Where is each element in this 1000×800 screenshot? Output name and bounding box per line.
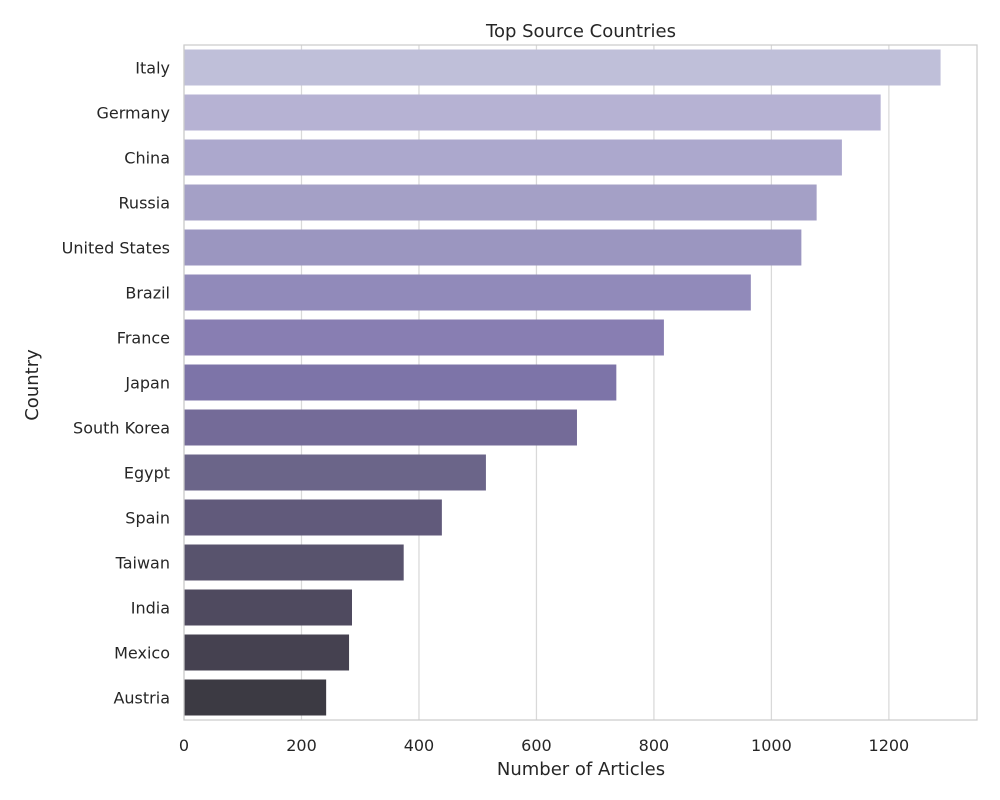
x-tick-label: 200 bbox=[286, 736, 317, 755]
y-tick-labels: Italy Germany China Russia United States Braz… bbox=[62, 59, 170, 708]
bar bbox=[184, 94, 881, 131]
y-tick-label: Brazil bbox=[125, 284, 170, 303]
x-tick-label: 800 bbox=[639, 736, 670, 755]
x-tick-labels: 0 200 400 600 800 1000 1200 bbox=[179, 736, 909, 755]
x-tick-label: 1200 bbox=[869, 736, 910, 755]
bar bbox=[184, 544, 404, 581]
y-tick-label: South Korea bbox=[73, 419, 170, 438]
y-tick-label: France bbox=[117, 329, 170, 348]
bar bbox=[184, 274, 751, 311]
bar bbox=[184, 364, 617, 401]
bar bbox=[184, 49, 941, 86]
y-tick-label: Egypt bbox=[124, 464, 170, 483]
y-tick-label: United States bbox=[62, 239, 170, 258]
bar bbox=[184, 229, 802, 266]
y-tick-label: China bbox=[124, 149, 170, 168]
y-axis-label: Country bbox=[22, 349, 43, 421]
y-tick-label: Germany bbox=[96, 104, 170, 123]
bar bbox=[184, 319, 664, 356]
y-tick-label: Russia bbox=[119, 194, 170, 213]
bar bbox=[184, 499, 442, 536]
y-tick-label: Mexico bbox=[114, 644, 170, 663]
plot-frame bbox=[183, 44, 978, 721]
x-tick-label: 400 bbox=[404, 736, 435, 755]
x-tick-label: 600 bbox=[521, 736, 552, 755]
bar bbox=[184, 679, 327, 716]
y-tick-label: Spain bbox=[125, 509, 170, 528]
y-tick-label: India bbox=[131, 599, 170, 618]
y-tick-label: Taiwan bbox=[115, 554, 170, 573]
bar bbox=[184, 409, 577, 446]
bar bbox=[184, 634, 350, 671]
bar bbox=[184, 139, 842, 176]
x-tick-label: 1000 bbox=[751, 736, 792, 755]
bars-group bbox=[184, 49, 941, 716]
y-tick-label: Japan bbox=[124, 374, 170, 393]
y-tick-label: Austria bbox=[113, 689, 170, 708]
y-tick-label: Italy bbox=[135, 59, 170, 78]
bar bbox=[184, 184, 817, 221]
bar bbox=[184, 454, 486, 491]
x-axis-label: Number of Articles bbox=[497, 759, 665, 780]
chart-title: Top Source Countries bbox=[485, 21, 676, 42]
bar bbox=[184, 589, 352, 626]
x-tick-label: 0 bbox=[179, 736, 189, 755]
